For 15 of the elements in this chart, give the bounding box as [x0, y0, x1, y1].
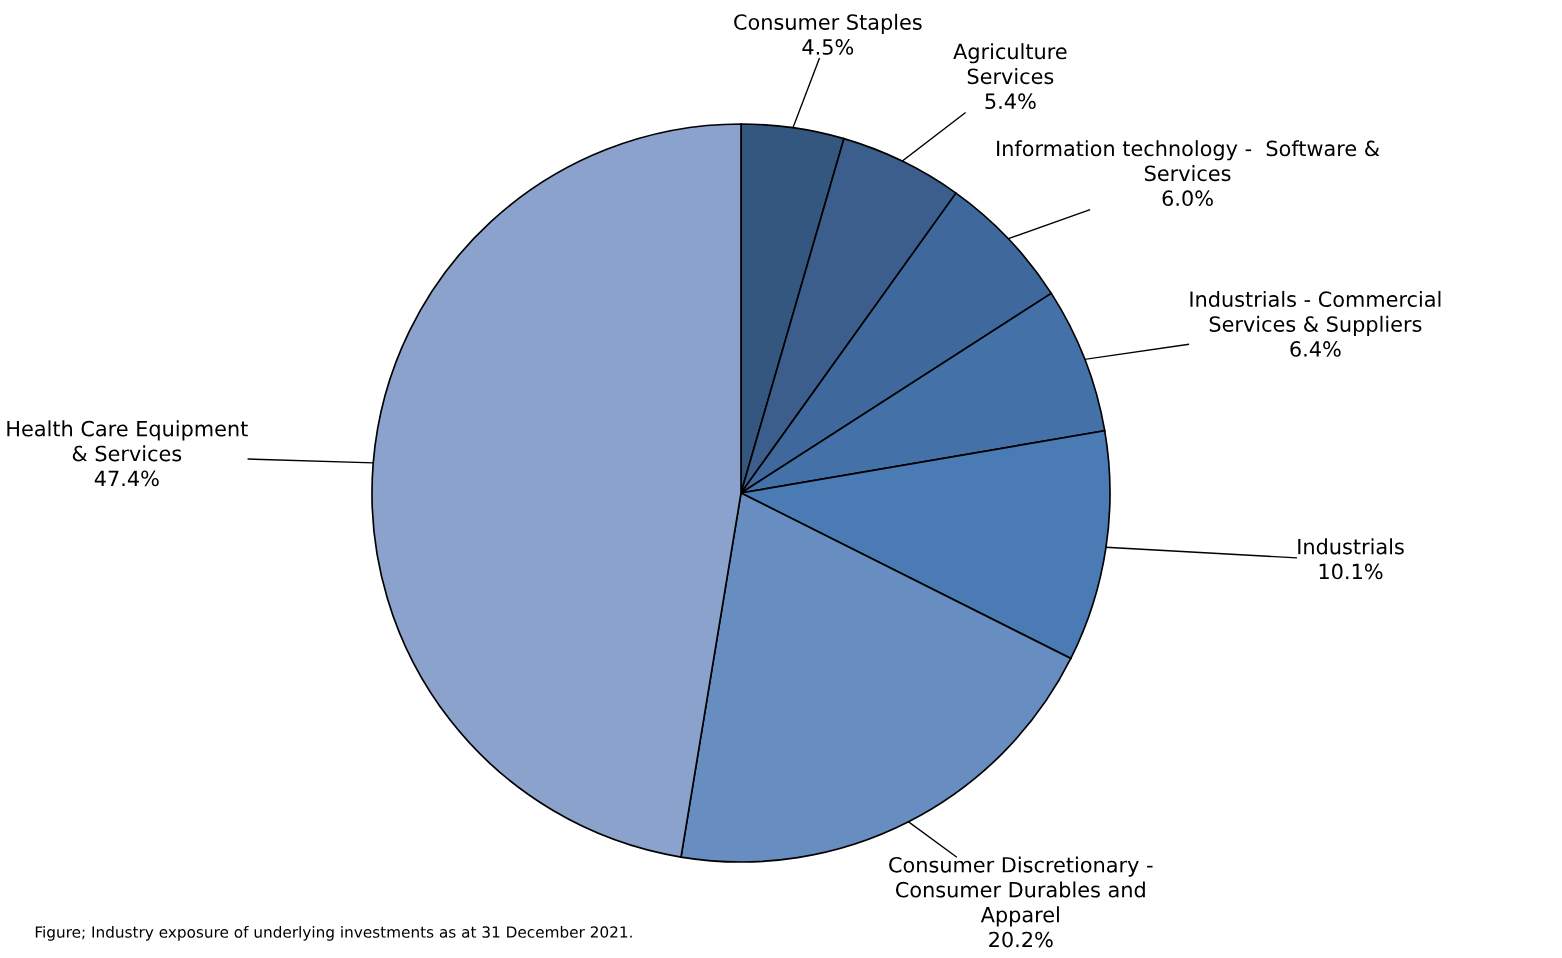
slice-label: Industrials - Commercial Services & Suppliers	[1190, 290, 1441, 336]
data-label: 6.4%	[1290, 341, 1341, 357]
slice-label: Consumer Discretionary - Consumer Durables and Apparel	[889, 856, 1153, 927]
data-label: 4.5%	[802, 39, 854, 55]
slice-label: Health Care Equipment & Services	[7, 420, 248, 462]
data-label: 47.4%	[94, 470, 159, 487]
slice-label: Industrials	[1298, 538, 1404, 555]
data-label: 5.4%	[985, 93, 1036, 110]
text: Figure; Industry exposure of underlying investments as at 31 December 2021.	[35, 925, 632, 941]
data-label: 20.2%	[989, 931, 1053, 948]
slice-label: Consumer Staples	[734, 13, 922, 34]
data-label: 6.0%	[1162, 190, 1213, 207]
data-label: 10.1%	[1319, 563, 1383, 580]
slice-label: Agriculture Services	[953, 43, 1067, 85]
slice-label: Information technology - Software & Services	[997, 140, 1380, 182]
